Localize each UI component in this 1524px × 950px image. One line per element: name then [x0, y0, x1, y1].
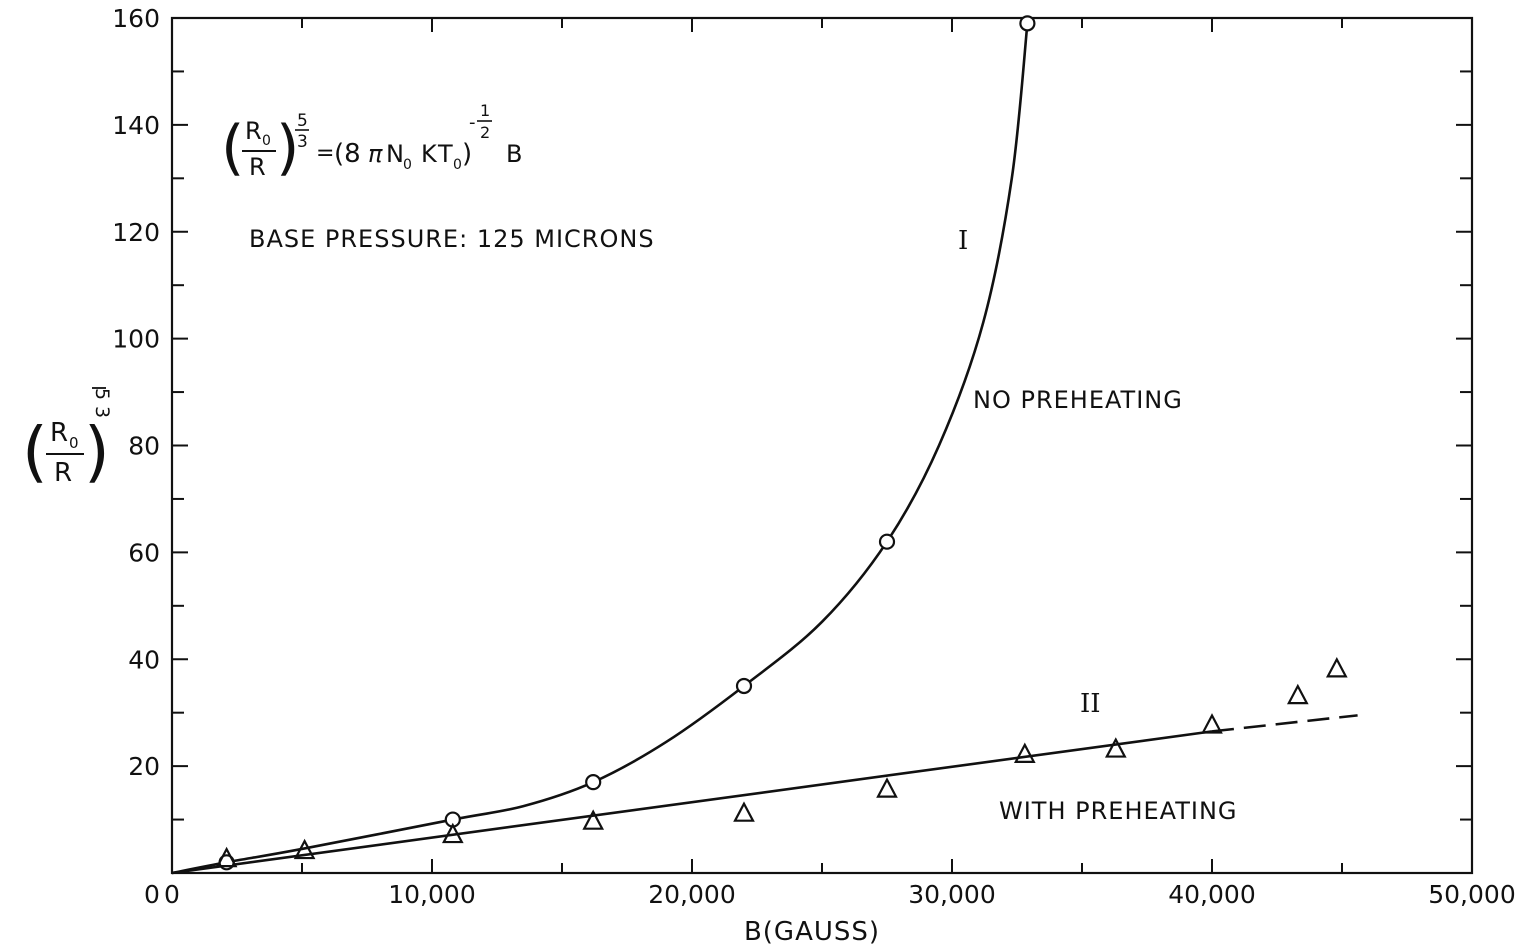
- y-tick-label: 120: [112, 218, 160, 247]
- y-tick-label: 60: [128, 538, 160, 567]
- x-tick-label: 20,000: [648, 880, 735, 909]
- triangle-point: [1325, 657, 1348, 678]
- eq-lhs-exp-den: 3: [297, 132, 308, 152]
- eq-rhs-n: N: [386, 140, 404, 168]
- line-II-with-preheating: [171, 730, 1213, 875]
- eq-rhs-close: ): [462, 139, 472, 169]
- circle-point: [1019, 15, 1036, 32]
- triangle-point: [1013, 742, 1036, 763]
- triangle-point: [215, 846, 238, 868]
- y-tick-label: 140: [112, 111, 160, 140]
- y-label-denominator: R: [54, 458, 72, 488]
- eq-rhs-exp-num: 1: [480, 101, 490, 120]
- y-label-exponent: 5 3: [91, 387, 113, 418]
- eq-rhs-open: (8: [334, 139, 361, 169]
- with-preheating-label: WITH PREHEATING: [999, 797, 1238, 825]
- triangle-point: [1286, 683, 1309, 705]
- circle-point: [735, 677, 753, 695]
- y-label-exp-den: 3: [91, 406, 113, 418]
- y-label-numerator: R: [50, 418, 68, 448]
- triangle-point: [582, 809, 605, 830]
- eq-rhs-b: B: [506, 140, 522, 168]
- triangle-point: [1104, 737, 1127, 758]
- eq-equals: =: [316, 141, 334, 166]
- circle-point: [585, 774, 602, 791]
- no-preheating-label: NO PREHEATING: [973, 386, 1183, 414]
- y-tick-label: 100: [112, 325, 160, 354]
- x-axis-label: B(GAUSS): [744, 917, 880, 947]
- tick-labels: 0 10,000 20,000 30,000 40,000 50,000204060801…: [112, 4, 1515, 909]
- curve-I-label: I: [958, 226, 968, 256]
- tick-marks: [171, 17, 1473, 874]
- eq-rhs-exp-den: 2: [480, 123, 490, 142]
- x-tick-label: 10,000: [388, 880, 475, 909]
- eq-lhs-den: R: [249, 153, 266, 181]
- eq-rhs-k: K: [421, 140, 438, 168]
- y-tick-label: 80: [128, 432, 160, 461]
- eq-rhs-n-sub: 0: [403, 157, 412, 173]
- curve-II-label: II: [1080, 689, 1101, 719]
- eq-pi: π: [368, 140, 383, 168]
- line-II-extrapolation-dashed: [1211, 714, 1358, 733]
- y-axis-label: ( R 0 R ) 5 3: [22, 387, 113, 490]
- eq-rhs-t-sub: 0: [453, 157, 462, 173]
- eq-lhs-num: R: [245, 117, 262, 145]
- x-tick-label: 0: [164, 880, 180, 909]
- y-label-numerator-sub: 0: [69, 434, 79, 452]
- data-points: [215, 15, 1348, 871]
- x-tick-label: 40,000: [1168, 880, 1255, 909]
- triangle-point: [1201, 713, 1223, 734]
- y-label-close-paren: ): [84, 413, 110, 490]
- x-tick-label: 50,000: [1428, 880, 1515, 909]
- base-pressure-label: BASE PRESSURE: 125 MICRONS: [249, 225, 655, 253]
- y-tick-label: 20: [128, 752, 160, 781]
- triangle-point: [876, 777, 898, 798]
- y-label-exp-num: 5: [91, 388, 113, 400]
- eq-lhs-num-sub: 0: [262, 133, 271, 149]
- y-label-open-paren: (: [22, 413, 48, 490]
- eq-lhs-exp-num: 5: [297, 111, 308, 131]
- x-tick-label: 30,000: [908, 880, 995, 909]
- y-tick-label: 40: [128, 645, 160, 674]
- eq-lhs-close-paren: ): [276, 113, 299, 183]
- triangle-point: [293, 838, 316, 860]
- circle-point: [878, 533, 896, 550]
- eq-lhs-open-paren: (: [221, 113, 244, 183]
- eq-rhs-t: T: [437, 140, 453, 168]
- triangle-point: [441, 822, 464, 844]
- origin-tick-label: 0: [144, 880, 160, 909]
- eq-rhs-exp-sign: -: [469, 112, 476, 133]
- plot-frame: [170, 16, 1474, 875]
- triangle-point: [733, 801, 755, 822]
- y-tick-label: 160: [112, 4, 160, 33]
- equation-annotation: ( R 0 R ) 5 3 = (8 π N 0 K T 0 ) - 1 2 B: [221, 101, 522, 183]
- axes: [170, 16, 1474, 875]
